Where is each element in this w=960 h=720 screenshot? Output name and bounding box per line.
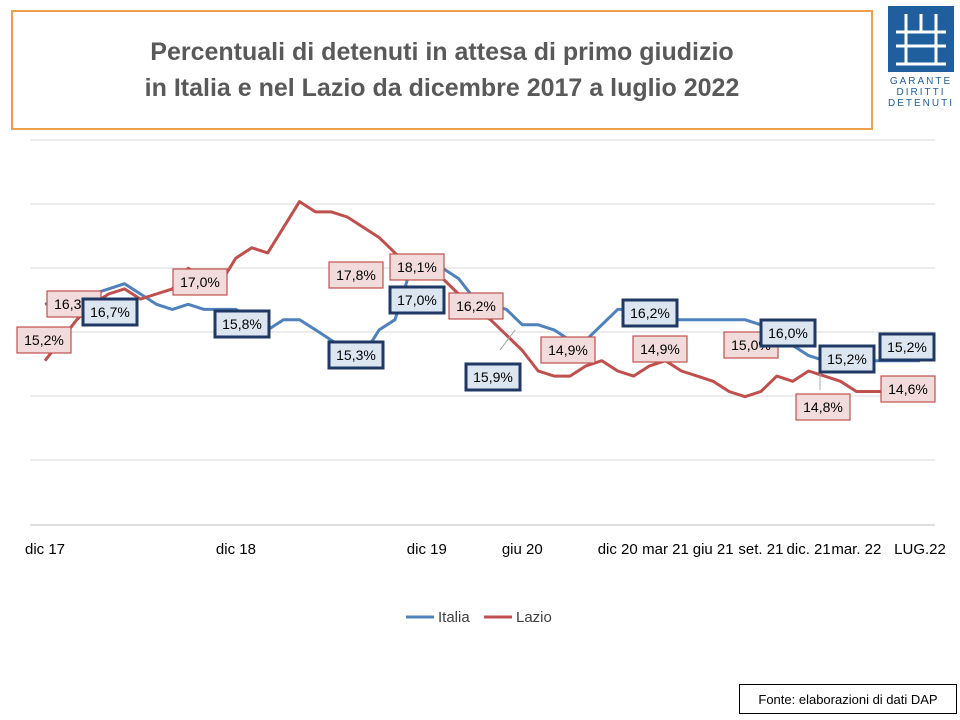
- legend-label-lazio: Lazio: [516, 609, 552, 626]
- data-label-lazio: 17,8%: [336, 267, 376, 283]
- chart-title-line-2: in Italia e nel Lazio da dicembre 2017 a…: [144, 74, 740, 102]
- data-label-lazio: 16,2%: [456, 298, 496, 314]
- data-label-box-lazio: [389, 253, 445, 281]
- data-label-box-italia: [759, 318, 817, 348]
- data-label-box-lazio: [880, 375, 936, 403]
- source-note: Fonte: elaborazioni di dati DAP: [739, 684, 957, 714]
- x-tick-label: set. 21: [738, 541, 783, 558]
- data-label-lazio: 17,0%: [180, 274, 220, 290]
- data-label-italia: 17,0%: [397, 292, 437, 308]
- x-tick-label: dic 19: [407, 541, 447, 558]
- data-label-box-lazio: [448, 292, 504, 320]
- data-label-italia: 16,0%: [768, 325, 808, 341]
- logo-text-line: GARANTE: [890, 76, 952, 87]
- data-label-italia: 16,7%: [90, 304, 130, 320]
- logo-text-line: DIRITTI: [897, 87, 946, 98]
- x-tick-label: giu 21: [693, 541, 734, 558]
- data-label-lazio: 15,2%: [24, 332, 64, 348]
- x-tick-label: LUG.22: [894, 541, 946, 558]
- data-label-lazio: 14,9%: [548, 342, 588, 358]
- data-label-lazio: 14,6%: [888, 381, 928, 397]
- chart-title-box: Percentuali di detenuti in attesa di pri…: [11, 10, 873, 130]
- data-label-box-italia: [621, 298, 679, 328]
- data-label-italia: 15,9%: [473, 369, 513, 385]
- data-label-lazio: 14,9%: [640, 341, 680, 357]
- data-label-italia: 15,3%: [336, 347, 376, 363]
- data-label-box-lazio: [540, 336, 596, 364]
- x-tick-label: giu 20: [502, 541, 543, 558]
- data-label-box-lazio: [328, 261, 384, 289]
- x-tick-label: dic 17: [25, 541, 65, 558]
- data-label-italia: 16,2%: [630, 305, 670, 321]
- data-label-italia: 15,8%: [222, 316, 262, 332]
- x-tick-label: dic 20: [598, 541, 638, 558]
- line-chart: dic 17 dic 18 dic 19 giu 20 dic 20 mar 21 giu …: [16, 139, 946, 626]
- data-label-box-lazio: [632, 335, 688, 363]
- data-label-box-italia: [213, 309, 271, 339]
- chart-title-line-1: Percentuali di detenuti in attesa di pri…: [150, 38, 734, 66]
- data-label-box-italia: [81, 297, 139, 327]
- data-label-box-italia: [327, 340, 385, 370]
- data-label-lazio: 18,1%: [397, 259, 437, 275]
- data-label-box-italia: [818, 344, 876, 374]
- x-tick-label: mar. 22: [831, 541, 881, 558]
- logo-text-line: DETENUTI: [888, 98, 954, 109]
- x-tick-label: mar 21: [642, 541, 689, 558]
- data-label-box-italia: [388, 285, 446, 315]
- label-leader-line: [499, 329, 516, 351]
- data-label-italia: 15,2%: [827, 351, 867, 367]
- legend-label-italia: Italia: [438, 609, 470, 626]
- data-label-box-italia: [464, 362, 522, 392]
- data-label-box-lazio: [172, 268, 228, 296]
- data-label-box-lazio: [16, 326, 72, 354]
- data-label-lazio: 14,8%: [803, 399, 843, 415]
- x-tick-label: dic. 21: [787, 541, 831, 558]
- data-label-italia: 15,2%: [887, 339, 927, 355]
- data-label-box-lazio: [795, 393, 851, 421]
- x-tick-label: dic 18: [216, 541, 256, 558]
- data-label-box-italia: [878, 332, 936, 362]
